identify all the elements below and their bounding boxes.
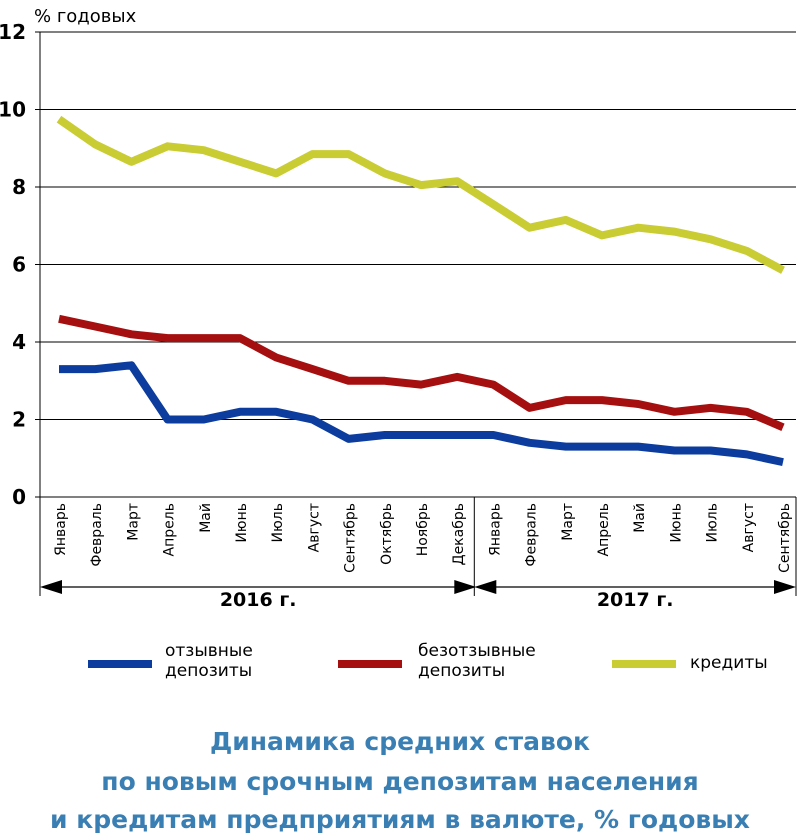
caption-line-2: по новым срочным депозитам населения — [101, 767, 699, 796]
year-groups: 2016 г. 2017 г. — [40, 497, 796, 611]
arrow-head-left — [40, 580, 62, 594]
legend-label: кредиты — [690, 653, 768, 673]
arrow-head-right — [774, 580, 796, 594]
x-tick-label: Июль — [705, 503, 721, 542]
legend-label: отзывные депозиты — [165, 641, 253, 681]
x-tick-labels: Январь Февраль Март Апрель Май Июнь Июль Август… — [53, 503, 793, 573]
x-tick-label: Февраль — [89, 503, 105, 567]
y-tick-label: 8 — [12, 175, 26, 199]
y-tick-label: 2 — [12, 408, 26, 432]
axes — [35, 31, 797, 596]
y-tick-label: 0 — [12, 485, 26, 509]
series-line — [59, 361, 784, 467]
series-lines — [56, 115, 785, 467]
grid-lines — [40, 31, 796, 420]
x-tick-label: Май — [632, 503, 648, 533]
x-tick-label: Ноябрь — [415, 503, 431, 556]
arrow-head-right — [454, 580, 477, 594]
caption-line-1: Динамика средних ставок — [209, 727, 591, 756]
x-tick-label: Июль — [270, 503, 286, 542]
y-tick-label: 4 — [12, 330, 26, 354]
x-tick-label: Июнь — [668, 503, 684, 543]
caption-line-3: и кредитам предприятиям в валюте, % годо… — [50, 805, 750, 834]
x-tick-label: Август — [741, 503, 757, 552]
x-tick-label: Март — [560, 503, 576, 541]
y-tick-label: 12 — [0, 20, 26, 44]
x-tick-label: Октябрь — [379, 503, 395, 565]
y-tick-labels: 0 2 4 6 8 10 12 — [0, 20, 26, 509]
y-tick-label: 10 — [0, 98, 26, 122]
x-tick-label: Декабрь — [451, 503, 467, 565]
x-tick-label: Март — [125, 503, 141, 541]
year-label: 2017 г. — [597, 589, 674, 611]
x-tick-label: Апрель — [596, 503, 612, 556]
x-tick-label: Февраль — [524, 503, 540, 567]
year-label: 2016 г. — [220, 589, 297, 611]
x-tick-label: Январь — [53, 503, 69, 556]
x-tick-label: Август — [306, 503, 322, 552]
arrow-head-left — [474, 580, 497, 594]
y-tick-label: 6 — [12, 253, 26, 277]
y-axis-label: % годовых — [34, 6, 137, 27]
series-line — [58, 314, 785, 431]
x-tick-label: Сентябрь — [777, 503, 793, 573]
x-tick-label: Май — [198, 503, 214, 533]
series-line — [56, 115, 785, 274]
legend-label: безотзывные депозиты — [418, 641, 536, 681]
legend: отзывные депозиты безотзывные депозиты креди… — [88, 641, 768, 681]
x-tick-label: Июнь — [234, 503, 250, 543]
x-tick-label: Апрель — [162, 503, 178, 556]
x-tick-label: Сентябрь — [343, 503, 359, 573]
x-tick-label: Январь — [487, 503, 503, 556]
